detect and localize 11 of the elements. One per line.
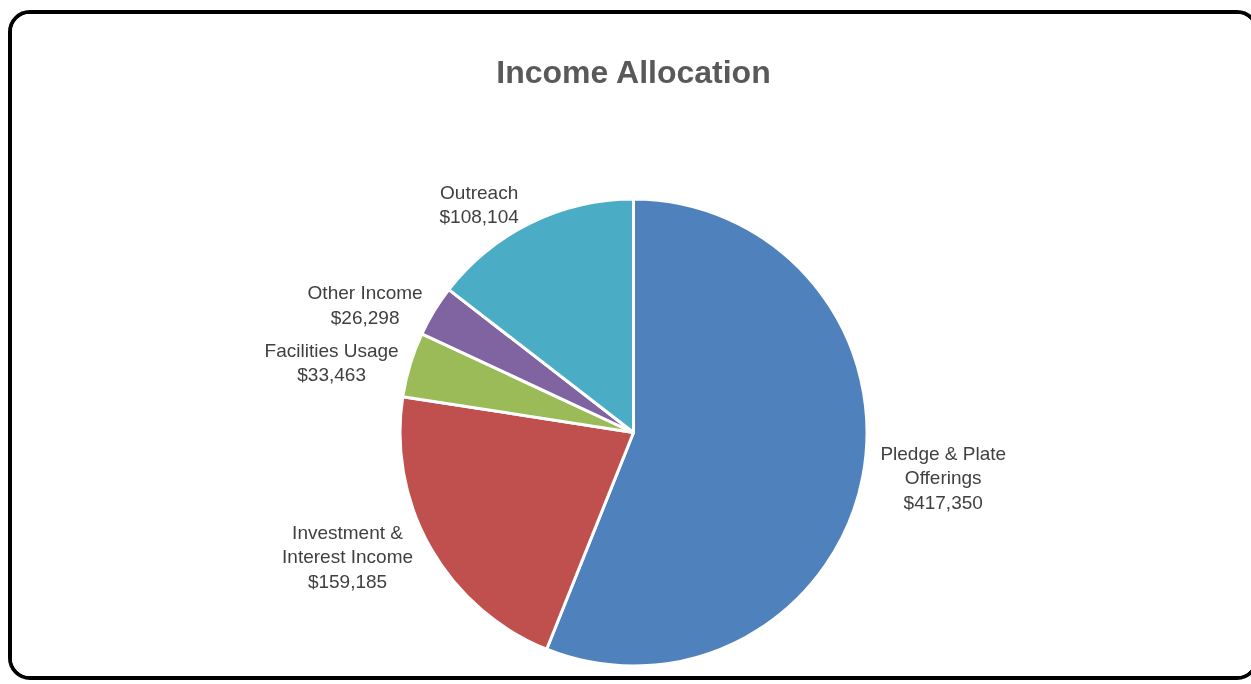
slice-label: Other Income — [307, 281, 423, 303]
slice-label: Facilities Usage — [264, 339, 399, 361]
slice-label: Investment & Interest Income — [282, 521, 414, 568]
data-label: $26,298 — [330, 306, 400, 328]
data-label: $33,463 — [297, 364, 366, 386]
data-label: $417,350 — [903, 492, 983, 514]
slice-label: Pledge & Plate Offerings — [880, 442, 1007, 489]
slice-label: Outreach — [440, 181, 519, 203]
data-label: $108,104 — [439, 206, 520, 228]
chart-title: Income Allocation — [496, 53, 771, 90]
data-label: $159,185 — [307, 570, 388, 592]
